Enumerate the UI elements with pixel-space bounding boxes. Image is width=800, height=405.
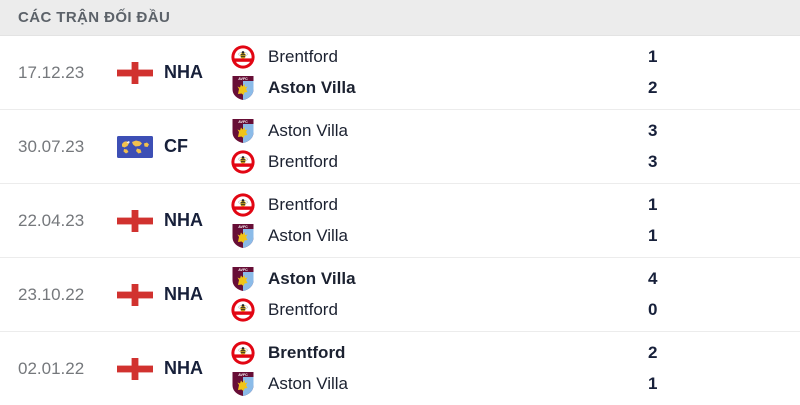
- team-name: Aston Villa: [268, 225, 349, 245]
- scores-cell: 3 3: [648, 110, 800, 183]
- competition-code: NHA: [164, 358, 203, 378]
- teams-cell: AVFC Brentford: [225, 36, 648, 109]
- teams-cell: AVFC Brentford: [225, 184, 648, 257]
- teams-cell: AVFC Brentford: [225, 332, 648, 405]
- competition-code: NHA: [164, 62, 203, 82]
- svg-text:AVFC: AVFC: [238, 224, 248, 228]
- away-score: 0: [648, 299, 658, 319]
- team-line-home: AVFC Brentford: [231, 337, 648, 368]
- team-line-away: AVFC Aston Villa: [231, 368, 648, 399]
- svg-text:AVFC: AVFC: [238, 267, 248, 271]
- scores-cell: 1 1: [648, 184, 800, 257]
- competition-cell: CF: [117, 110, 225, 183]
- team-name: Aston Villa: [268, 268, 356, 288]
- england-flag-icon: [117, 61, 153, 84]
- away-score: 1: [648, 225, 658, 245]
- teams-cell: AVFC Aston Villa: [225, 110, 648, 183]
- match-row[interactable]: 17.12.23 NHA: [0, 36, 800, 110]
- england-flag-icon: [117, 357, 153, 380]
- team-name: Aston Villa: [268, 373, 349, 393]
- competition-cell: NHA: [117, 36, 225, 109]
- teams-cell: AVFC Aston Villa: [225, 258, 648, 331]
- home-score: 4: [648, 268, 658, 288]
- aston-villa-crest-icon: AVFC: [232, 371, 254, 396]
- team-name: Brentford: [268, 194, 338, 214]
- team-name: Aston Villa: [268, 120, 349, 140]
- scores-cell: 2 1: [648, 332, 800, 405]
- home-score: 2: [648, 342, 658, 362]
- away-score: 1: [648, 373, 658, 393]
- team-line-home: AVFC Aston Villa: [231, 115, 648, 146]
- team-line-away: AVFC Brentford: [231, 294, 648, 325]
- match-date: 22.04.23: [18, 210, 85, 230]
- team-line-away: AVFC Brentford: [231, 146, 648, 177]
- competition-code: NHA: [164, 210, 203, 230]
- away-score: 2: [648, 77, 658, 97]
- team-line-away: AVFC Aston Villa: [231, 220, 648, 251]
- scores-cell: 1 2: [648, 36, 800, 109]
- match-date: 23.10.22: [18, 284, 85, 304]
- england-flag-icon: [117, 209, 153, 232]
- brentford-crest-icon: [231, 192, 255, 217]
- aston-villa-crest-icon: AVFC: [232, 118, 254, 143]
- match-date: 30.07.23: [18, 136, 85, 156]
- brentford-crest-icon: [231, 297, 255, 322]
- brentford-crest-icon: [231, 44, 255, 69]
- team-name: Brentford: [268, 46, 338, 66]
- team-name: Brentford: [268, 342, 346, 362]
- team-line-away: AVFC Aston Villa: [231, 72, 648, 103]
- home-score: 3: [648, 120, 658, 140]
- competition-cell: NHA: [117, 258, 225, 331]
- world-flag-icon: [117, 135, 153, 158]
- match-row[interactable]: 30.07.23 CF: [0, 110, 800, 184]
- svg-text:AVFC: AVFC: [238, 372, 248, 376]
- aston-villa-crest-icon: AVFC: [232, 266, 254, 291]
- team-line-home: AVFC Brentford: [231, 189, 648, 220]
- aston-villa-crest-icon: AVFC: [232, 75, 254, 100]
- team-name: Brentford: [268, 299, 338, 319]
- widget-header: CÁC TRẬN ĐỐI ĐẦU: [0, 0, 800, 36]
- competition-cell: NHA: [117, 184, 225, 257]
- team-name: Aston Villa: [268, 77, 356, 97]
- team-line-home: AVFC Brentford: [231, 41, 648, 72]
- england-flag-icon: [117, 283, 153, 306]
- competition-code: CF: [164, 136, 188, 156]
- brentford-crest-icon: [231, 340, 255, 365]
- match-date: 02.01.22: [18, 358, 85, 378]
- team-name: Brentford: [268, 151, 338, 171]
- aston-villa-crest-icon: AVFC: [232, 223, 254, 248]
- match-list: 17.12.23 NHA: [0, 36, 800, 405]
- match-row[interactable]: 23.10.22 NHA: [0, 258, 800, 332]
- home-score: 1: [648, 46, 658, 66]
- away-score: 3: [648, 151, 658, 171]
- match-row[interactable]: 22.04.23 NHA: [0, 184, 800, 258]
- competition-cell: NHA: [117, 332, 225, 405]
- brentford-crest-icon: [231, 149, 255, 174]
- team-line-home: AVFC Aston Villa: [231, 263, 648, 294]
- svg-text:AVFC: AVFC: [238, 76, 248, 80]
- match-row[interactable]: 02.01.22 NHA: [0, 332, 800, 405]
- competition-code: NHA: [164, 284, 203, 304]
- svg-text:AVFC: AVFC: [238, 119, 248, 123]
- home-score: 1: [648, 194, 658, 214]
- widget-title: CÁC TRẬN ĐỐI ĐẦU: [18, 9, 171, 26]
- scores-cell: 4 0: [648, 258, 800, 331]
- match-date: 17.12.23: [18, 62, 85, 82]
